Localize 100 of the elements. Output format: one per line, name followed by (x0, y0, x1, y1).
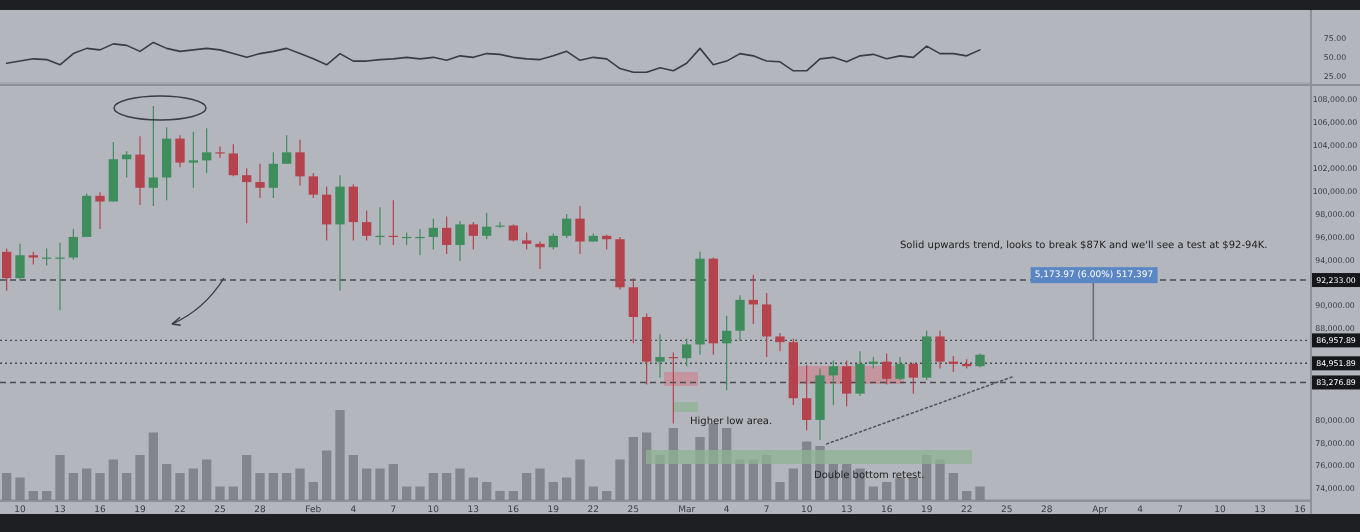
bar (362, 468, 372, 500)
candlestick (442, 215, 452, 255)
bar (28, 491, 38, 500)
bar (202, 459, 212, 500)
candlestick (855, 350, 865, 397)
bar (95, 473, 105, 500)
candlestick (828, 359, 838, 406)
bar (82, 468, 92, 500)
candlestick (108, 141, 118, 203)
bar (508, 491, 518, 500)
candlestick (95, 191, 105, 230)
bar (135, 455, 145, 500)
candlestick (415, 228, 425, 256)
candlestick (575, 205, 585, 255)
bar (908, 477, 918, 500)
bar (468, 477, 478, 500)
candlestick (562, 213, 572, 239)
bar (775, 482, 785, 500)
bar (442, 473, 452, 500)
candlestick (202, 127, 212, 174)
candlestick (882, 353, 892, 386)
bar (788, 468, 798, 500)
bar (2, 473, 12, 500)
bar (402, 486, 412, 500)
candlestick (922, 330, 932, 381)
candlestick (775, 332, 785, 352)
bar (215, 486, 225, 500)
candlestick (628, 277, 638, 344)
bar (735, 459, 745, 500)
bar (15, 477, 25, 500)
candlestick (268, 151, 278, 199)
candlestick (55, 242, 65, 311)
candlestick (255, 163, 265, 199)
bar (348, 455, 358, 500)
bar (228, 486, 238, 500)
bar (495, 491, 505, 500)
bar (522, 473, 532, 500)
bar (615, 459, 625, 500)
candlestick (375, 206, 385, 246)
bar (682, 464, 692, 500)
candlestick (908, 362, 918, 395)
candlestick (762, 292, 772, 358)
candlestick (535, 240, 545, 270)
candlestick (148, 105, 158, 207)
candlestick (215, 146, 225, 159)
bar (68, 473, 78, 500)
bar (588, 486, 598, 500)
candlestick (68, 228, 78, 261)
candlestick (815, 367, 825, 441)
bar (455, 468, 465, 500)
bar (255, 473, 265, 500)
bar (935, 459, 945, 500)
bar (628, 437, 638, 500)
candlestick (655, 333, 665, 379)
bar (562, 477, 572, 500)
bar (482, 482, 492, 500)
candlestick (722, 315, 732, 391)
bar (388, 464, 398, 500)
bar (548, 482, 558, 500)
candlestick (682, 338, 692, 367)
bar (375, 468, 385, 500)
candlestick (282, 134, 292, 165)
bar (108, 459, 118, 500)
candlestick (162, 126, 172, 201)
bar (415, 486, 425, 500)
bar (575, 459, 585, 500)
candlestick (455, 220, 465, 262)
candlestick (335, 174, 345, 292)
candlestick (2, 247, 12, 292)
bar (602, 491, 612, 500)
candlestick (308, 172, 318, 199)
bar (122, 473, 132, 500)
candlestick (295, 139, 305, 187)
candlestick (228, 143, 238, 177)
bar (882, 482, 892, 500)
candlestick (935, 330, 945, 370)
bar (175, 473, 185, 500)
bar (148, 432, 158, 500)
bar (268, 473, 278, 500)
bar (948, 473, 958, 500)
bar (535, 468, 545, 500)
candlestick (322, 186, 332, 241)
bar (282, 473, 292, 500)
bar (322, 450, 332, 500)
bar (42, 491, 52, 500)
candlestick (175, 134, 185, 168)
candlestick (642, 312, 652, 386)
bar (308, 482, 318, 500)
bar (868, 486, 878, 500)
candlestick (348, 183, 358, 241)
candlestick (735, 294, 745, 342)
bar (188, 468, 198, 500)
candlestick (15, 243, 25, 282)
candlestick (362, 210, 372, 241)
bar (55, 455, 65, 500)
candlestick (242, 167, 252, 224)
candlestick (468, 221, 478, 251)
bar (242, 455, 252, 500)
candlestick (495, 221, 505, 229)
bar (335, 410, 345, 500)
